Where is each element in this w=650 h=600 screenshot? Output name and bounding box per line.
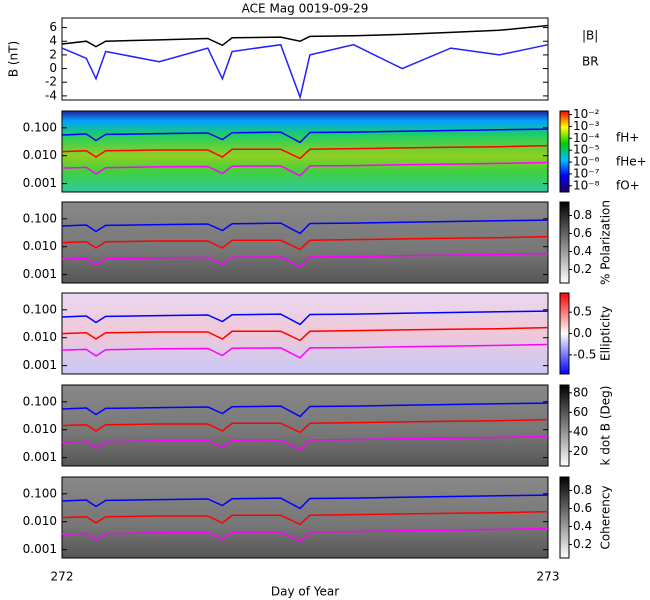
- y-tick-label: 0.010: [23, 239, 57, 253]
- colorbar-tick-label: 10⁻³: [573, 119, 600, 133]
- y-tick-label: 0.010: [23, 422, 57, 436]
- y-tick-label: 0.100: [23, 211, 57, 225]
- y-tick-label: -4: [45, 88, 57, 102]
- series-line: [61, 24, 549, 48]
- x-tick-label: 273: [537, 570, 560, 584]
- colorbar-tick-label: 0.2: [573, 537, 592, 551]
- legend-label: fO+: [616, 179, 640, 193]
- series-line: [61, 326, 549, 342]
- x-tick-label: 272: [51, 570, 74, 584]
- colorbar-tick-label: -0.5: [573, 347, 596, 361]
- colorbar-tick-label: 0.4: [573, 519, 592, 533]
- colorbar-tick-label: 10⁻⁴: [573, 131, 600, 145]
- colorbar-tick-label: 0.0: [573, 326, 592, 340]
- series-line: [61, 219, 549, 235]
- chart-title: ACE Mag 0019-09-29: [242, 2, 369, 16]
- series-line: [61, 43, 549, 100]
- colorbar-tick-label: 40: [573, 424, 588, 438]
- y-tick-label: 0.100: [23, 302, 57, 316]
- colorbar-tick-label: 20: [573, 444, 588, 458]
- colorbar-tick-label: 0.6: [573, 501, 592, 515]
- y-axis-label: B (nT): [7, 41, 21, 77]
- y-tick-label: 2: [49, 47, 57, 61]
- series-line: [61, 128, 549, 144]
- colorbar-tick-label: 0.2: [573, 262, 592, 276]
- spectrogram-image: [62, 293, 548, 374]
- y-tick-label: 0.001: [23, 542, 57, 556]
- series-line: [61, 343, 549, 359]
- series-line: [61, 510, 549, 526]
- y-tick-label: 4: [49, 34, 57, 48]
- plot-frame: [61, 17, 549, 101]
- colorbar-tick-label: 10⁻⁷: [573, 166, 600, 180]
- series-line: [61, 527, 549, 543]
- y-tick-label: 0.010: [23, 330, 57, 344]
- colorbar-tick-label: 10⁻⁶: [573, 155, 600, 169]
- series-line: [61, 402, 549, 418]
- y-tick-label: 0.010: [23, 148, 57, 162]
- series-line: [61, 435, 549, 451]
- series-line: [61, 144, 549, 160]
- series-line: [61, 494, 549, 510]
- colorbar: [559, 476, 570, 559]
- colorbar-tick-label: 60: [573, 405, 588, 419]
- x-axis-label: Day of Year: [271, 585, 339, 599]
- series-line: [61, 235, 549, 251]
- legend-label: fHe+: [616, 155, 647, 169]
- y-tick-label: 0.001: [23, 450, 57, 464]
- series-line: [61, 252, 549, 268]
- colorbar-tick-label: 10⁻⁵: [573, 143, 600, 157]
- colorbar-label: Coherency: [599, 485, 613, 549]
- spectrogram-image: [62, 477, 548, 558]
- colorbar: [559, 201, 570, 284]
- y-tick-label: 6: [49, 20, 57, 34]
- y-tick-label: 0.100: [23, 486, 57, 500]
- y-tick-label: 0.010: [23, 514, 57, 528]
- series-line: [61, 161, 549, 177]
- colorbar-tick-label: 0.5: [573, 305, 592, 319]
- series-line: [61, 310, 549, 326]
- y-tick-label: 0.100: [23, 120, 57, 134]
- y-tick-label: -2: [45, 75, 57, 89]
- y-tick-label: 0: [49, 61, 57, 75]
- y-tick-label: 0.001: [23, 358, 57, 372]
- legend-label: |B|: [582, 29, 598, 43]
- colorbar: [559, 384, 570, 467]
- colorbar-tick-label: 0.6: [573, 226, 592, 240]
- legend-label: BR: [582, 55, 599, 69]
- spectrogram-image: [62, 202, 548, 283]
- y-tick-label: 0.001: [23, 176, 57, 190]
- colorbar-tick-label: 80: [573, 385, 588, 399]
- colorbar-label: Ellipticity: [599, 306, 613, 361]
- spectrogram-image: [62, 111, 548, 192]
- colorbar-tick-label: 10⁻⁸: [573, 178, 600, 192]
- colorbar: [559, 110, 570, 193]
- spectrogram-image: [62, 385, 548, 466]
- colorbar-tick-label: 0.8: [573, 208, 592, 222]
- colorbar-tick-label: 0.4: [573, 244, 592, 258]
- colorbar-tick-label: 0.8: [573, 483, 592, 497]
- legend-label: fH+: [616, 131, 639, 145]
- colorbar-tick-label: 10⁻²: [573, 107, 600, 121]
- colorbar-label: k dot B (Deg): [599, 386, 613, 466]
- y-tick-label: 0.100: [23, 394, 57, 408]
- series-line: [61, 418, 549, 434]
- colorbar-label: % Polarization: [599, 200, 613, 285]
- colorbar: [559, 292, 570, 375]
- y-tick-label: 0.001: [23, 267, 57, 281]
